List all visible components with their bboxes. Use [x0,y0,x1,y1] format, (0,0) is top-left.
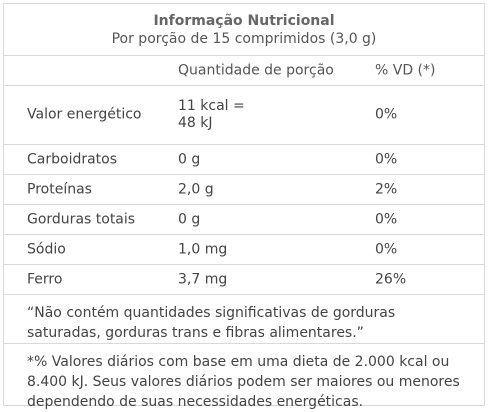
table-row-sodium: Sódio 1,0 mg 0% [4,235,484,265]
nutrition-header: Informação Nutricional Por porção de 15 … [4,4,484,56]
nutrient-daily-value: 2% [375,181,398,197]
not-significant-note: “Não contém quantidades significativas d… [4,295,484,344]
nutrient-quantity: 2,0 g [178,181,214,197]
daily-value-column-header: % VD (*) [375,62,436,78]
nutrient-daily-value: 0% [375,241,398,257]
table-row-energy: Valor energético 11 kcal = 48 kJ 0% [4,86,484,145]
nutrient-quantity: 11 kcal = 48 kJ [178,98,245,132]
nutrition-title: Informação Nutricional [153,13,335,29]
table-row-iron: Ferro 3,7 mg 26% [4,265,484,295]
nutrition-facts-panel: Informação Nutricional Por porção de 15 … [3,3,485,410]
quantity-line-kcal: 11 kcal = [178,98,245,114]
nutrient-quantity: 3,7 mg [178,271,228,287]
quantity-column-header: Quantidade de porção [178,62,334,78]
nutrient-name: Carboidratos [27,151,118,167]
nutrient-name: Sódio [27,241,66,257]
table-row-proteins: Proteínas 2,0 g 2% [4,175,484,205]
nutrient-quantity: 0 g [178,211,201,227]
serving-size-subtitle: Por porção de 15 comprimidos (3,0 g) [111,31,377,47]
table-row-carbohydrates: Carboidratos 0 g 0% [4,145,484,175]
nutrient-daily-value: 26% [375,271,407,287]
nutrient-daily-value: 0% [375,106,398,123]
nutrient-name: Ferro [27,271,63,287]
nutrient-daily-value: 0% [375,151,398,167]
nutrient-quantity: 0 g [178,151,201,167]
nutrient-name: Proteínas [27,181,92,197]
nutrient-name: Gorduras totais [27,211,136,227]
column-header-row: Quantidade de porção % VD (*) [4,56,484,86]
daily-values-footnote: *% Valores diários com base em uma dieta… [27,354,460,410]
quantity-line-kj: 48 kJ [178,115,213,131]
table-row-total-fat: Gorduras totais 0 g 0% [4,205,484,235]
nutrient-daily-value: 0% [375,211,398,227]
nutrient-quantity: 1,0 mg [178,241,228,257]
nutrient-name: Valor energético [27,106,142,123]
